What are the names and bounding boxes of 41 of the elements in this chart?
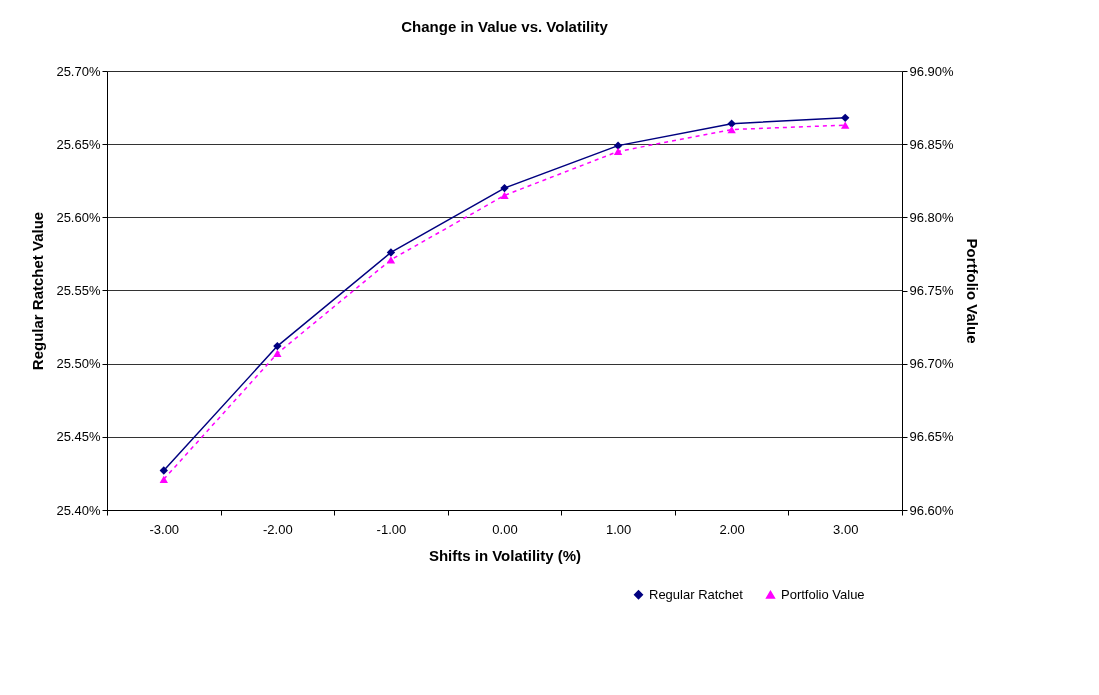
y2-tick-label: 96.70% — [909, 356, 955, 372]
legend-label: Portfolio Value — [781, 586, 865, 602]
y-tick-label: 25.70% — [56, 63, 101, 79]
y-tick-label: 25.45% — [56, 429, 101, 445]
point — [613, 141, 623, 150]
point — [727, 119, 736, 128]
point — [500, 183, 509, 193]
x-tick-label: -1.00 — [376, 521, 407, 537]
y-axis-title: Regular Ratchet Value — [29, 211, 47, 371]
y-tick-label: 25.50% — [56, 356, 101, 372]
point — [841, 121, 850, 129]
x-tick-label: 3.00 — [833, 521, 859, 537]
point — [386, 256, 396, 264]
x-tick-label: -2.00 — [263, 521, 293, 537]
chart-title: Change in Value vs. Volatility — [401, 18, 609, 35]
point — [273, 349, 282, 358]
point — [273, 341, 282, 351]
point — [500, 191, 509, 200]
point — [841, 113, 850, 123]
x-tick-label: 2.00 — [719, 521, 745, 537]
x-tick-label: 1.00 — [605, 521, 632, 537]
x-tick-label: -3.00 — [149, 521, 180, 537]
x-axis-title: Shifts in Volatility (%) — [428, 546, 582, 564]
y2-tick-label: 96.65% — [909, 429, 955, 445]
point — [386, 248, 396, 257]
x-tick-label: 0.00 — [492, 521, 518, 537]
y2-tick-label: 96.85% — [909, 136, 955, 152]
y-tick-label: 25.55% — [56, 283, 101, 298]
y-tick-label: 25.40% — [56, 502, 101, 518]
legend-label: Regular Ratchet — [649, 586, 744, 602]
y2-tick-label: 96.75% — [909, 283, 955, 298]
y2-axis-title: Portfolio Value — [963, 238, 981, 344]
y2-tick-label: 96.60% — [909, 502, 955, 518]
y2-tick-label: 96.80% — [909, 209, 955, 225]
point — [613, 147, 623, 156]
point — [159, 466, 168, 475]
point — [159, 475, 168, 483]
y2-tick-label: 96.90% — [909, 63, 955, 79]
y-tick-label: 25.60% — [56, 209, 101, 225]
y-tick-label: 25.65% — [56, 136, 101, 152]
point — [727, 125, 736, 134]
